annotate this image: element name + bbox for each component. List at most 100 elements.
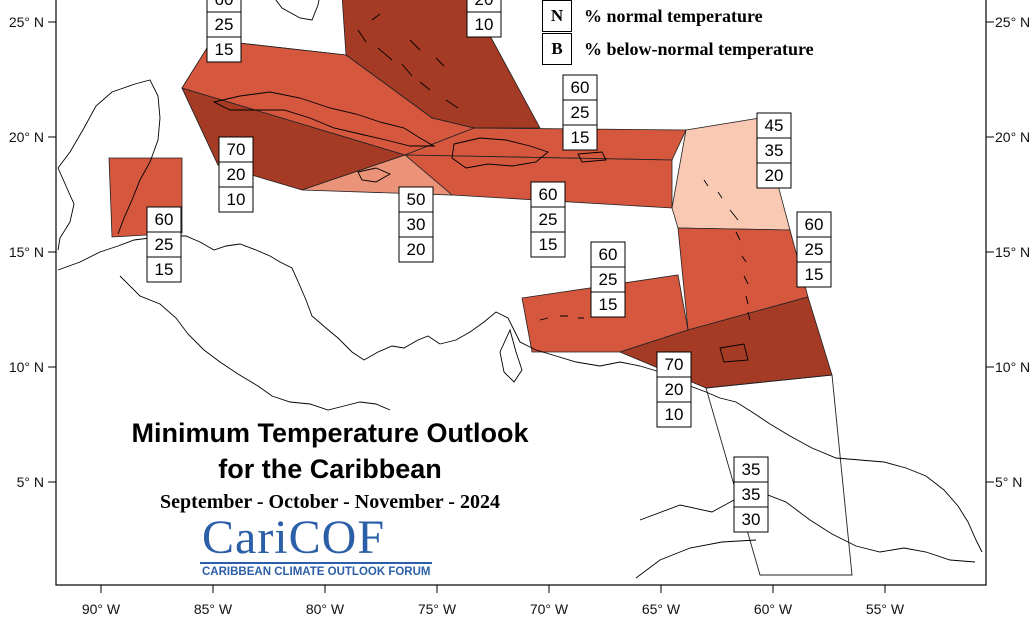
abc-islands xyxy=(539,315,584,321)
lat-label-15-right: 15° N xyxy=(995,244,1030,260)
lon-label-70: 70° W xyxy=(530,601,569,617)
prob-box: 60 25 15 xyxy=(206,0,242,63)
legend-row-normal: N % normal temperature xyxy=(542,0,763,32)
prob-cell xyxy=(796,211,832,238)
polygon-jamaica xyxy=(301,154,454,196)
lon-label-85: 85° W xyxy=(194,601,233,617)
lat-ticks-left: 25° N 20° N 15° N 10° N 5° N xyxy=(9,14,56,490)
prob-value: 70 xyxy=(227,140,246,159)
lat-label-5-right: 5° N xyxy=(995,474,1022,490)
prob-cell xyxy=(796,261,832,288)
hispaniola-shape xyxy=(451,137,549,169)
prob-value: 60 xyxy=(215,0,234,9)
prob-value: 20 xyxy=(665,380,684,399)
legend-key-normal: N xyxy=(542,0,572,32)
prob-cell xyxy=(218,136,254,163)
prob-cell xyxy=(562,99,598,126)
cuba-shape xyxy=(212,91,436,147)
prob-value: 10 xyxy=(227,190,246,209)
prob-cell xyxy=(562,124,598,151)
prob-cell xyxy=(146,231,182,258)
legend-label-below: % below-normal temperature xyxy=(584,38,814,59)
prob-cell xyxy=(590,266,626,293)
bahamas-shapes xyxy=(357,13,459,109)
jamaica-shape xyxy=(357,167,392,183)
prob-value: 25 xyxy=(571,103,590,122)
logo-subtitle: CARIBBEAN CLIMATE OUTLOOK FORUM xyxy=(202,566,431,578)
prob-cell xyxy=(398,211,434,238)
logo-underline xyxy=(200,562,432,564)
lat-ticks-right: 25° N 20° N 15° N 10° N 5° N xyxy=(986,14,1030,490)
prob-value: 20 xyxy=(227,165,246,184)
prob-value: 60 xyxy=(155,210,174,229)
prob-value: 25 xyxy=(155,235,174,254)
prob-cell xyxy=(206,36,242,63)
caricof-wordmark: CariCOF xyxy=(202,512,385,564)
prob-cell xyxy=(530,181,566,208)
yucatan-coast xyxy=(57,79,161,235)
prob-cell xyxy=(656,351,692,378)
pacific-coast xyxy=(119,275,391,411)
lon-label-60: 60° W xyxy=(754,601,793,617)
lat-label-25-right: 25° N xyxy=(995,14,1030,30)
coastlines xyxy=(57,0,983,579)
prob-cell xyxy=(218,161,254,188)
map-title-line1: Minimum Temperature Outlook xyxy=(131,418,529,448)
lon-label-75: 75° W xyxy=(418,601,457,617)
legend-key-below: B xyxy=(542,33,572,65)
legend-row-below: B % below-normal temperature xyxy=(542,33,814,65)
prob-value: 60 xyxy=(599,245,618,264)
mexico-coast xyxy=(57,167,75,251)
prob-value: 25 xyxy=(599,270,618,289)
prob-value: 10 xyxy=(475,15,494,34)
prob-box: 45 35 20 xyxy=(756,112,792,189)
florida-coast xyxy=(275,0,320,21)
lat-label-15-left: 15° N xyxy=(9,244,44,260)
prob-cell xyxy=(756,162,792,189)
lat-label-20-right: 20° N xyxy=(995,129,1030,145)
prob-box: 70 20 10 xyxy=(218,136,254,213)
central-america-coast xyxy=(57,235,441,361)
prob-box: 60 25 15 xyxy=(796,211,832,288)
lon-label-90: 90° W xyxy=(82,601,121,617)
prob-cell xyxy=(796,236,832,263)
prob-box: 60 25 15 xyxy=(530,181,566,258)
prob-cell xyxy=(656,401,692,428)
prob-value: 60 xyxy=(539,185,558,204)
prob-box: 35 35 30 xyxy=(733,456,769,533)
prob-cell xyxy=(466,11,502,38)
logo-word-a: Cari xyxy=(202,511,289,564)
prob-value: 50 xyxy=(407,190,426,209)
prob-value: 20 xyxy=(407,240,426,259)
prob-cell xyxy=(398,236,434,263)
prob-value: 60 xyxy=(805,215,824,234)
prob-value: 15 xyxy=(155,260,174,279)
prob-box: 60 25 15 xyxy=(590,241,626,318)
prob-cell xyxy=(733,456,769,483)
prob-cell xyxy=(146,206,182,233)
prob-value: 20 xyxy=(475,0,494,9)
prob-value: 60 xyxy=(571,78,590,97)
prob-value: 15 xyxy=(571,128,590,147)
prob-box: 60 25 15 xyxy=(146,206,182,283)
lat-label-20-left: 20° N xyxy=(9,129,44,145)
trinidad-shape xyxy=(719,343,749,363)
prob-cell xyxy=(146,256,182,283)
prob-value: 25 xyxy=(215,15,234,34)
prob-cell xyxy=(590,291,626,318)
prob-value: 15 xyxy=(539,235,558,254)
south-america-coast xyxy=(439,311,983,553)
lat-label-5-left: 5° N xyxy=(17,474,44,490)
caricof-logo: CariCOF CARIBBEAN CLIMATE OUTLOOK FORUM xyxy=(200,512,435,580)
prob-box: 60 25 15 xyxy=(562,74,598,151)
prob-value: 20 xyxy=(765,166,784,185)
probability-boxes: 6025152010702010602515453520602515503020… xyxy=(146,0,832,533)
prob-value: 35 xyxy=(742,485,761,504)
prob-value: 35 xyxy=(765,141,784,160)
lat-label-25-left: 25° N xyxy=(9,14,44,30)
prob-cell xyxy=(206,11,242,38)
prob-cell xyxy=(530,231,566,258)
amazon-line xyxy=(635,539,757,579)
prob-value: 70 xyxy=(665,355,684,374)
